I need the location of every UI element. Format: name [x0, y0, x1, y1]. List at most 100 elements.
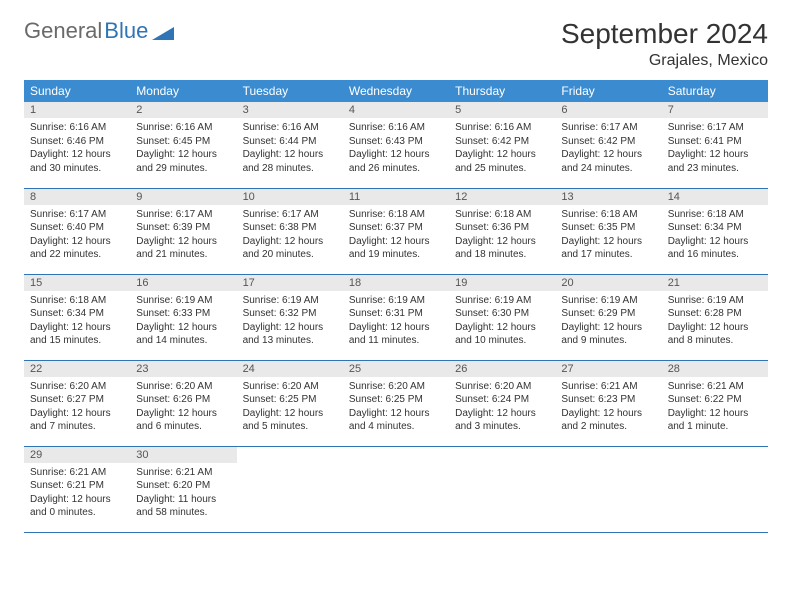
day-body: Sunrise: 6:16 AMSunset: 6:46 PMDaylight:… [24, 118, 130, 181]
sunrise-text: Sunrise: 6:17 AM [561, 121, 655, 135]
day-cell: 19Sunrise: 6:19 AMSunset: 6:30 PMDayligh… [449, 274, 555, 360]
sunset-text: Sunset: 6:31 PM [349, 307, 443, 321]
sunset-text: Sunset: 6:32 PM [243, 307, 337, 321]
dow-wednesday: Wednesday [343, 80, 449, 102]
day-body: Sunrise: 6:20 AMSunset: 6:27 PMDaylight:… [24, 377, 130, 440]
day-cell: 18Sunrise: 6:19 AMSunset: 6:31 PMDayligh… [343, 274, 449, 360]
daylight-line1: Daylight: 12 hours [668, 148, 762, 162]
daylight-line1: Daylight: 12 hours [30, 148, 124, 162]
day-cell: 12Sunrise: 6:18 AMSunset: 6:36 PMDayligh… [449, 188, 555, 274]
daylight-line2: and 9 minutes. [561, 334, 655, 348]
day-number: 19 [449, 275, 555, 291]
sunrise-text: Sunrise: 6:16 AM [349, 121, 443, 135]
day-cell: 4Sunrise: 6:16 AMSunset: 6:43 PMDaylight… [343, 102, 449, 188]
daylight-line2: and 58 minutes. [136, 506, 230, 520]
day-cell [555, 446, 661, 532]
day-cell: 23Sunrise: 6:20 AMSunset: 6:26 PMDayligh… [130, 360, 236, 446]
day-cell: 16Sunrise: 6:19 AMSunset: 6:33 PMDayligh… [130, 274, 236, 360]
daylight-line1: Daylight: 11 hours [136, 493, 230, 507]
day-body: Sunrise: 6:19 AMSunset: 6:32 PMDaylight:… [237, 291, 343, 354]
daylight-line2: and 17 minutes. [561, 248, 655, 262]
day-number: 16 [130, 275, 236, 291]
dow-saturday: Saturday [662, 80, 768, 102]
sunset-text: Sunset: 6:41 PM [668, 135, 762, 149]
sunset-text: Sunset: 6:35 PM [561, 221, 655, 235]
sunset-text: Sunset: 6:43 PM [349, 135, 443, 149]
sunset-text: Sunset: 6:30 PM [455, 307, 549, 321]
day-number: 7 [662, 102, 768, 118]
daylight-line2: and 20 minutes. [243, 248, 337, 262]
month-title: September 2024 [561, 18, 768, 50]
sunrise-text: Sunrise: 6:16 AM [243, 121, 337, 135]
daylight-line1: Daylight: 12 hours [30, 407, 124, 421]
day-body: Sunrise: 6:18 AMSunset: 6:37 PMDaylight:… [343, 205, 449, 268]
day-cell: 29Sunrise: 6:21 AMSunset: 6:21 PMDayligh… [24, 446, 130, 532]
day-body: Sunrise: 6:16 AMSunset: 6:44 PMDaylight:… [237, 118, 343, 181]
day-body: Sunrise: 6:19 AMSunset: 6:33 PMDaylight:… [130, 291, 236, 354]
day-body: Sunrise: 6:21 AMSunset: 6:22 PMDaylight:… [662, 377, 768, 440]
calendar-body: 1Sunrise: 6:16 AMSunset: 6:46 PMDaylight… [24, 102, 768, 532]
day-number: 29 [24, 447, 130, 463]
sunset-text: Sunset: 6:34 PM [30, 307, 124, 321]
daylight-line1: Daylight: 12 hours [136, 148, 230, 162]
day-number: 20 [555, 275, 661, 291]
sunrise-text: Sunrise: 6:19 AM [136, 294, 230, 308]
week-row: 22Sunrise: 6:20 AMSunset: 6:27 PMDayligh… [24, 360, 768, 446]
brand-part2: Blue [104, 18, 148, 44]
day-number: 24 [237, 361, 343, 377]
day-body: Sunrise: 6:19 AMSunset: 6:31 PMDaylight:… [343, 291, 449, 354]
sunrise-text: Sunrise: 6:16 AM [455, 121, 549, 135]
week-row: 1Sunrise: 6:16 AMSunset: 6:46 PMDaylight… [24, 102, 768, 188]
calendar-table: Sunday Monday Tuesday Wednesday Thursday… [24, 80, 768, 533]
day-number: 4 [343, 102, 449, 118]
day-cell: 11Sunrise: 6:18 AMSunset: 6:37 PMDayligh… [343, 188, 449, 274]
sunset-text: Sunset: 6:22 PM [668, 393, 762, 407]
sunset-text: Sunset: 6:38 PM [243, 221, 337, 235]
sunset-text: Sunset: 6:39 PM [136, 221, 230, 235]
day-cell: 3Sunrise: 6:16 AMSunset: 6:44 PMDaylight… [237, 102, 343, 188]
day-number: 10 [237, 189, 343, 205]
sunrise-text: Sunrise: 6:17 AM [30, 208, 124, 222]
dow-thursday: Thursday [449, 80, 555, 102]
sunset-text: Sunset: 6:34 PM [668, 221, 762, 235]
day-number: 30 [130, 447, 236, 463]
daylight-line2: and 7 minutes. [30, 420, 124, 434]
sunrise-text: Sunrise: 6:21 AM [668, 380, 762, 394]
week-row: 8Sunrise: 6:17 AMSunset: 6:40 PMDaylight… [24, 188, 768, 274]
daylight-line1: Daylight: 12 hours [243, 148, 337, 162]
daylight-line2: and 5 minutes. [243, 420, 337, 434]
sunrise-text: Sunrise: 6:17 AM [243, 208, 337, 222]
sunrise-text: Sunrise: 6:21 AM [561, 380, 655, 394]
sunset-text: Sunset: 6:28 PM [668, 307, 762, 321]
daylight-line1: Daylight: 12 hours [455, 407, 549, 421]
sunrise-text: Sunrise: 6:19 AM [455, 294, 549, 308]
day-of-week-row: Sunday Monday Tuesday Wednesday Thursday… [24, 80, 768, 102]
day-body: Sunrise: 6:17 AMSunset: 6:39 PMDaylight:… [130, 205, 236, 268]
sunset-text: Sunset: 6:42 PM [455, 135, 549, 149]
dow-friday: Friday [555, 80, 661, 102]
sunset-text: Sunset: 6:23 PM [561, 393, 655, 407]
day-body: Sunrise: 6:19 AMSunset: 6:29 PMDaylight:… [555, 291, 661, 354]
sunset-text: Sunset: 6:27 PM [30, 393, 124, 407]
daylight-line2: and 1 minute. [668, 420, 762, 434]
logo-triangle-icon [152, 24, 174, 40]
title-block: September 2024 Grajales, Mexico [561, 18, 768, 70]
daylight-line2: and 28 minutes. [243, 162, 337, 176]
sunset-text: Sunset: 6:21 PM [30, 479, 124, 493]
daylight-line1: Daylight: 12 hours [349, 321, 443, 335]
location: Grajales, Mexico [561, 52, 768, 70]
day-cell: 8Sunrise: 6:17 AMSunset: 6:40 PMDaylight… [24, 188, 130, 274]
sunrise-text: Sunrise: 6:19 AM [668, 294, 762, 308]
daylight-line1: Daylight: 12 hours [30, 321, 124, 335]
daylight-line2: and 25 minutes. [455, 162, 549, 176]
daylight-line1: Daylight: 12 hours [668, 321, 762, 335]
dow-tuesday: Tuesday [237, 80, 343, 102]
day-body: Sunrise: 6:17 AMSunset: 6:38 PMDaylight:… [237, 205, 343, 268]
sunset-text: Sunset: 6:25 PM [349, 393, 443, 407]
calendar-page: GeneralBlue September 2024 Grajales, Mex… [0, 0, 792, 551]
day-cell: 24Sunrise: 6:20 AMSunset: 6:25 PMDayligh… [237, 360, 343, 446]
brand-part1: General [24, 18, 102, 44]
day-body: Sunrise: 6:17 AMSunset: 6:40 PMDaylight:… [24, 205, 130, 268]
sunrise-text: Sunrise: 6:20 AM [136, 380, 230, 394]
day-number: 13 [555, 189, 661, 205]
